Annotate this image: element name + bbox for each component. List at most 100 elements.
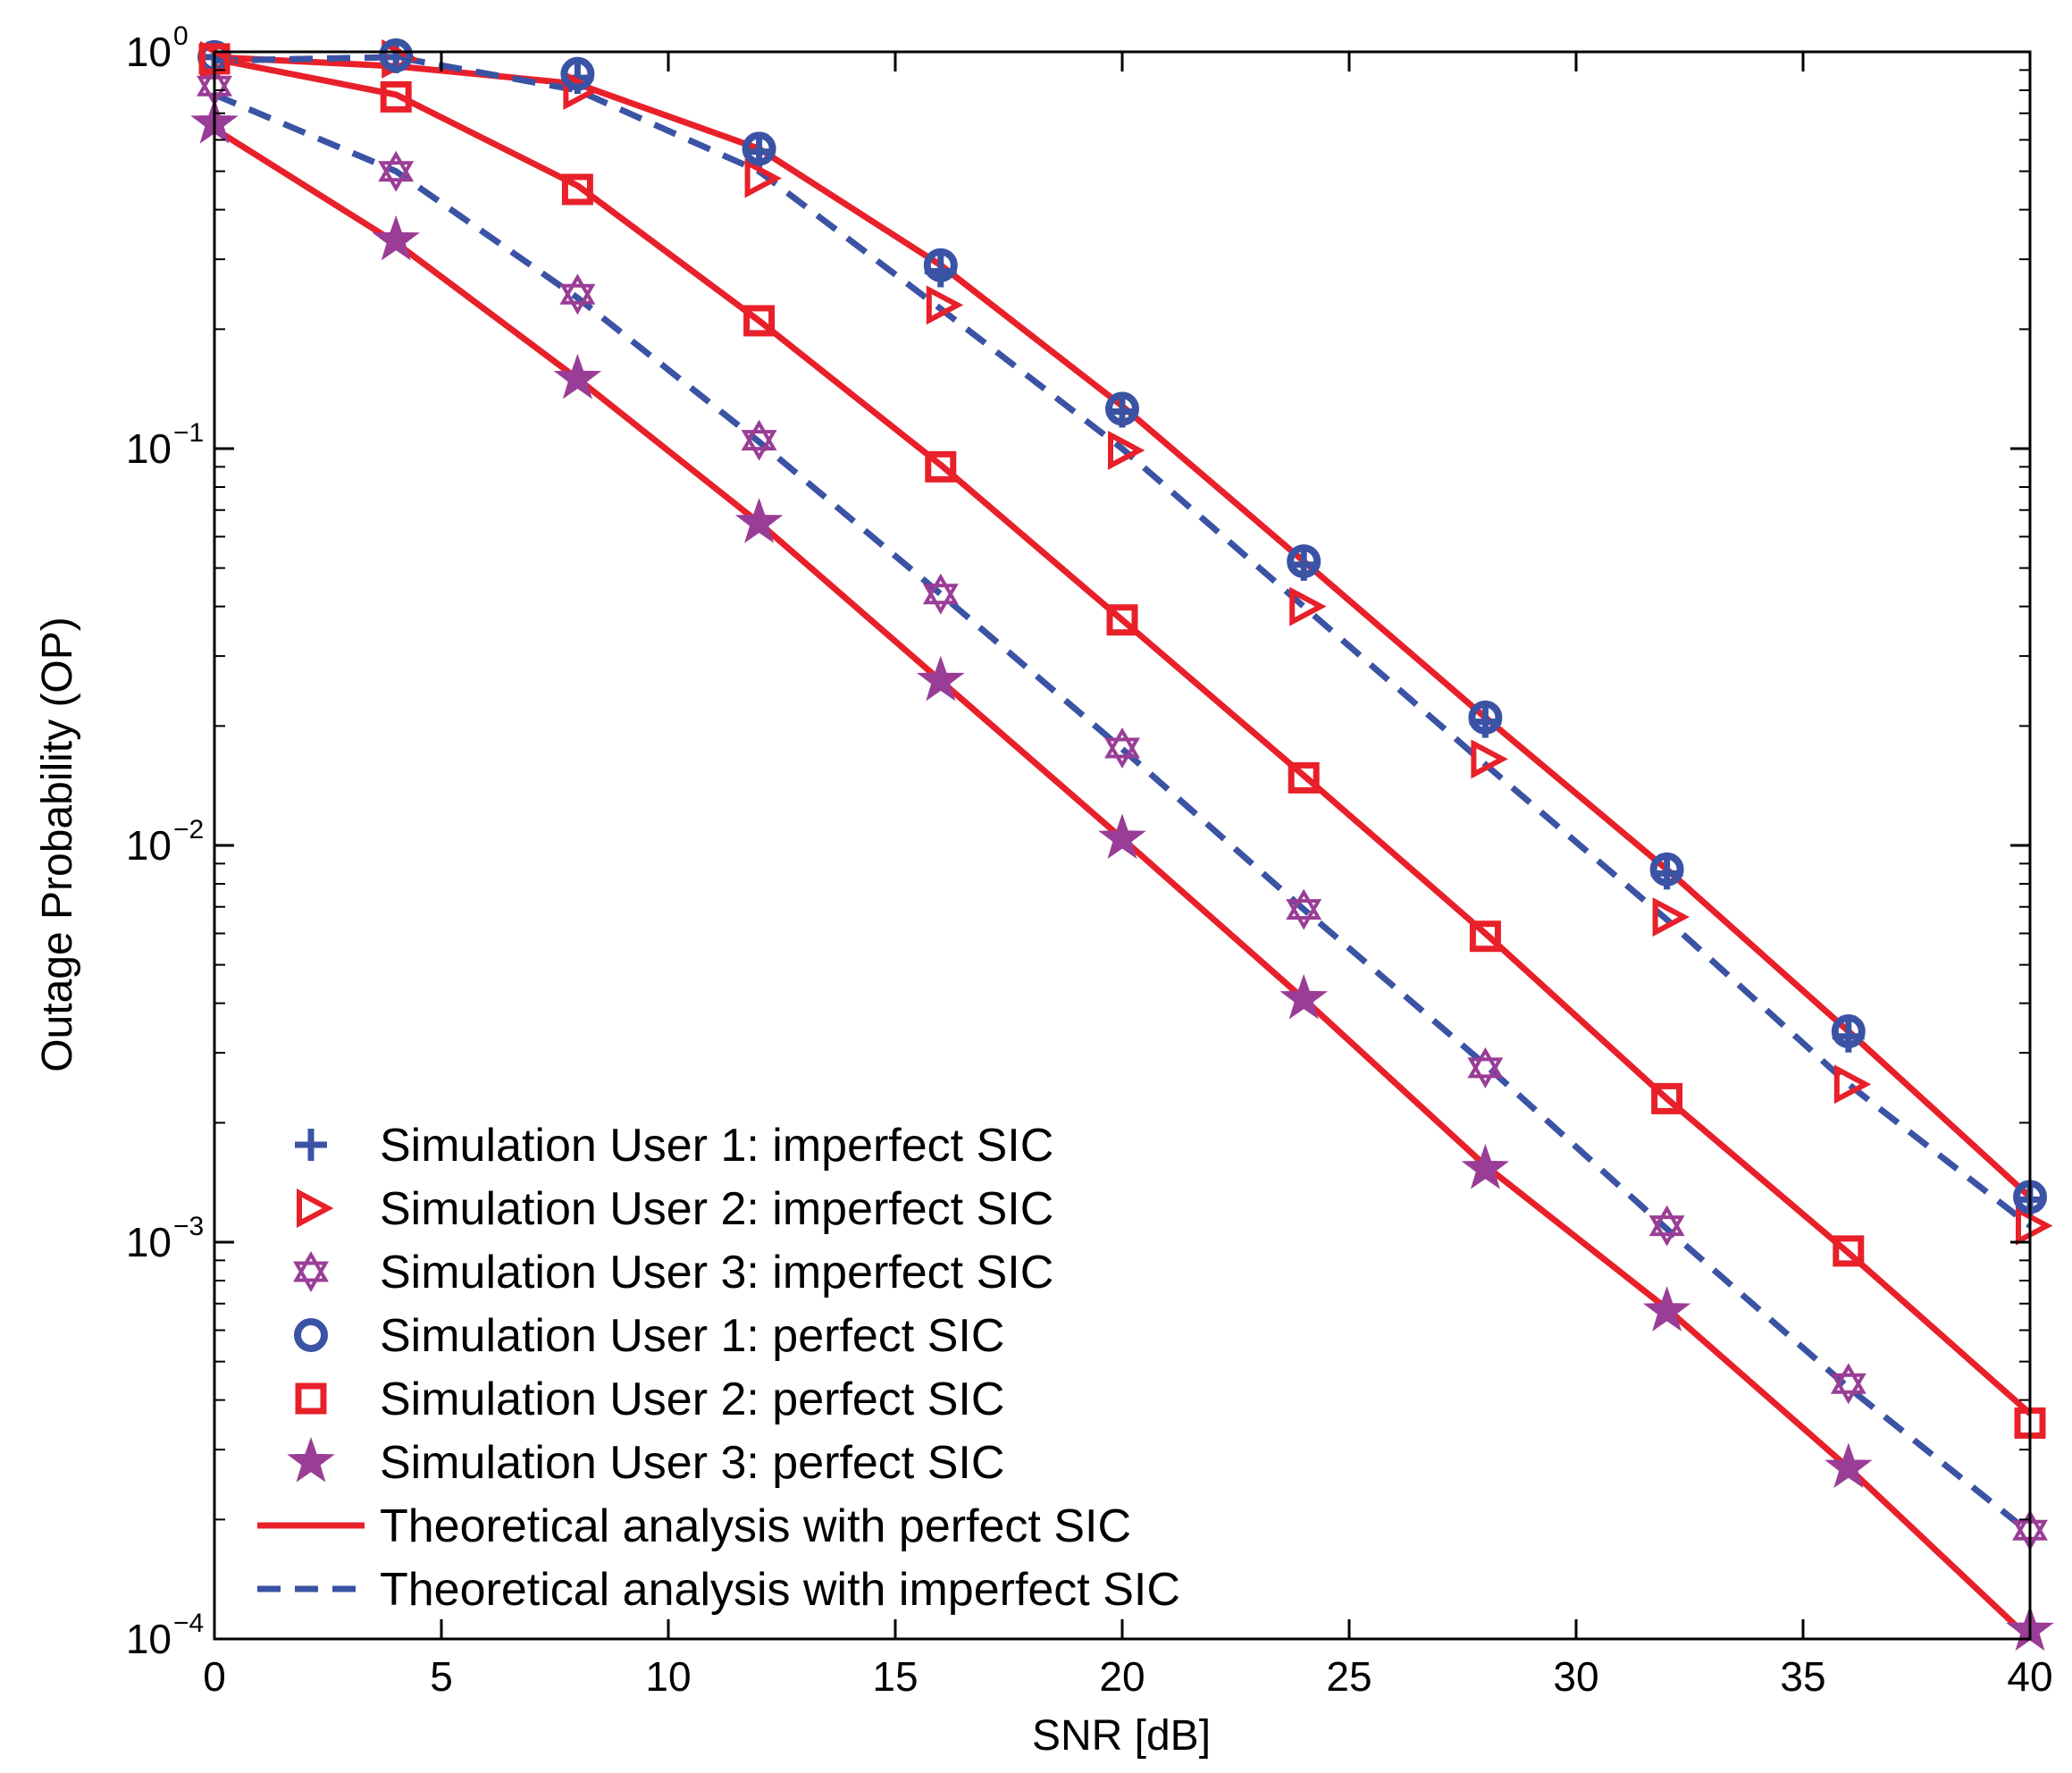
- x-tick-label-0: 0: [203, 1653, 226, 1700]
- series-2-point-3: [744, 158, 782, 198]
- y-tick-label-4: 10 −4: [126, 1609, 204, 1662]
- legend-label-3: Simulation User 3: imperfect SIC: [380, 1247, 1053, 1298]
- series-4-point-9: [1831, 1014, 1866, 1049]
- axes: [213, 50, 2032, 1641]
- y-axis-label: Outage Probability (OP): [34, 617, 81, 1072]
- series-4-point-4: [923, 248, 958, 282]
- x-tick-label-5: 25: [1326, 1653, 1372, 1700]
- y-tick-base: 10: [126, 1219, 172, 1265]
- legend-entry-7: Theoretical analysis with perfect SIC: [257, 1500, 1131, 1552]
- series-5-point-7: [1469, 920, 1501, 953]
- legend-label-2: Simulation User 2: imperfect SIC: [380, 1183, 1053, 1235]
- series-4-point-5: [1105, 391, 1139, 426]
- y-tick-base: 10: [126, 1616, 172, 1662]
- series-3-point-8: [1648, 1205, 1685, 1247]
- legend-entry-2: Simulation User 2: imperfect SIC: [297, 1183, 1053, 1235]
- series-2-point-10: [2016, 1206, 2053, 1246]
- x-tick-label-2: 10: [645, 1653, 691, 1700]
- legend-label-4: Simulation User 1: perfect SIC: [380, 1310, 1004, 1362]
- y-tick-base: 10: [126, 425, 172, 472]
- series-4-point-8: [1649, 852, 1684, 886]
- series-2-point-9: [1833, 1064, 1872, 1105]
- series-3-point-5: [1104, 727, 1140, 769]
- legend: Simulation User 1: imperfect SIC Simulati…: [257, 1120, 1180, 1616]
- y-tick-exponent: −2: [173, 815, 204, 844]
- legend-label-8: Theoretical analysis with imperfect SIC: [380, 1564, 1180, 1616]
- series-3-point-4: [922, 573, 959, 615]
- legend-entry-4: Simulation User 1: perfect SIC: [294, 1310, 1004, 1362]
- series-2-point-2: [563, 71, 600, 111]
- series-4-point-1: [379, 38, 414, 72]
- series-6-point-3: [734, 498, 784, 543]
- y-tick-exponent: −4: [173, 1609, 204, 1638]
- y-tick-label-1: 10 −1: [126, 418, 204, 472]
- x-axis-label: SNR [dB]: [1032, 1712, 1211, 1760]
- series-2-point-5: [1108, 430, 1145, 470]
- series-6-point-9: [1825, 1442, 1873, 1489]
- x-tick-label-4: 20: [1099, 1653, 1145, 1700]
- legend-label-1: Simulation User 1: imperfect SIC: [380, 1120, 1053, 1172]
- series-6-point-2: [553, 353, 602, 399]
- legend-symbol-2: [297, 1189, 334, 1228]
- y-tick-exponent: −1: [173, 418, 204, 448]
- y-tick-exponent: −3: [173, 1212, 204, 1241]
- series-5-point-1: [380, 80, 412, 113]
- legend-label-6: Simulation User 3: perfect SIC: [380, 1437, 1004, 1489]
- series-2-point-8: [1652, 897, 1690, 937]
- series-2-point-7: [1471, 739, 1508, 779]
- y-tick-label-0: 10 0: [126, 21, 189, 75]
- y-tick-label-2: 10 −2: [126, 815, 204, 869]
- series-5-point-6: [1288, 761, 1320, 794]
- legend-symbol-1: [295, 1129, 327, 1161]
- series-5-point-8: [1651, 1082, 1683, 1114]
- legend-symbol-5: [295, 1382, 327, 1415]
- series-6-point-6: [1279, 973, 1328, 1020]
- x-tick-label-8: 40: [2007, 1653, 2052, 1700]
- simulation-markers: [190, 38, 2054, 1651]
- series-6-point-7: [1461, 1143, 1510, 1189]
- series-3-point-3: [741, 419, 777, 461]
- series-3-point-9: [1830, 1363, 1866, 1405]
- series-5-point-3: [743, 305, 776, 337]
- legend-entry-5: Simulation User 2: perfect SIC: [295, 1374, 1004, 1425]
- series-4-point-3: [742, 131, 776, 166]
- series-3-point-7: [1467, 1046, 1504, 1088]
- series-4-point-7: [1468, 700, 1503, 735]
- series-5-point-9: [1833, 1235, 1865, 1267]
- x-tick-label-7: 35: [1780, 1653, 1825, 1700]
- legend-symbol-4: [294, 1318, 328, 1352]
- series-3-point-2: [559, 273, 596, 315]
- series-5-point-4: [925, 450, 957, 483]
- y-tick-base: 10: [126, 29, 172, 75]
- series-4-point-6: [1287, 544, 1321, 579]
- series-6-point-5: [1098, 813, 1146, 860]
- series-6-point-4: [917, 655, 965, 702]
- series-3-point-6: [1286, 888, 1322, 930]
- series-3-point-1: [378, 150, 415, 192]
- theory-line-dashed-4: [214, 54, 2033, 1229]
- legend-entry-6: Simulation User 3: perfect SIC: [287, 1436, 1004, 1489]
- legend-symbol-3: [293, 1251, 329, 1292]
- legend-entry-3: Simulation User 3: imperfect SIC: [293, 1247, 1053, 1298]
- series-6-point-1: [372, 214, 420, 261]
- legend-symbol-6: [287, 1436, 335, 1483]
- series-2-point-6: [1289, 586, 1327, 626]
- x-tick-label-6: 30: [1553, 1653, 1598, 1700]
- legend-label-7: Theoretical analysis with perfect SIC: [380, 1500, 1131, 1552]
- y-tick-exponent: 0: [173, 21, 189, 51]
- series-2-point-4: [926, 285, 964, 325]
- x-tick-label-3: 15: [872, 1653, 918, 1700]
- legend-entry-1: Simulation User 1: imperfect SIC: [295, 1120, 1053, 1172]
- y-tick-label-3: 10 −3: [126, 1212, 204, 1265]
- series-5-point-5: [1106, 604, 1138, 636]
- theory-line-solid-2: [214, 55, 2033, 1416]
- legend-entry-8: Theoretical analysis with imperfect SIC: [257, 1564, 1180, 1616]
- x-tick-label-1: 5: [430, 1653, 453, 1700]
- series-6-point-8: [1642, 1286, 1691, 1332]
- series-4-point-2: [560, 56, 595, 91]
- legend-label-5: Simulation User 2: perfect SIC: [380, 1374, 1004, 1425]
- theory-line-dashed-5: [213, 91, 2033, 1536]
- y-tick-base: 10: [126, 822, 172, 869]
